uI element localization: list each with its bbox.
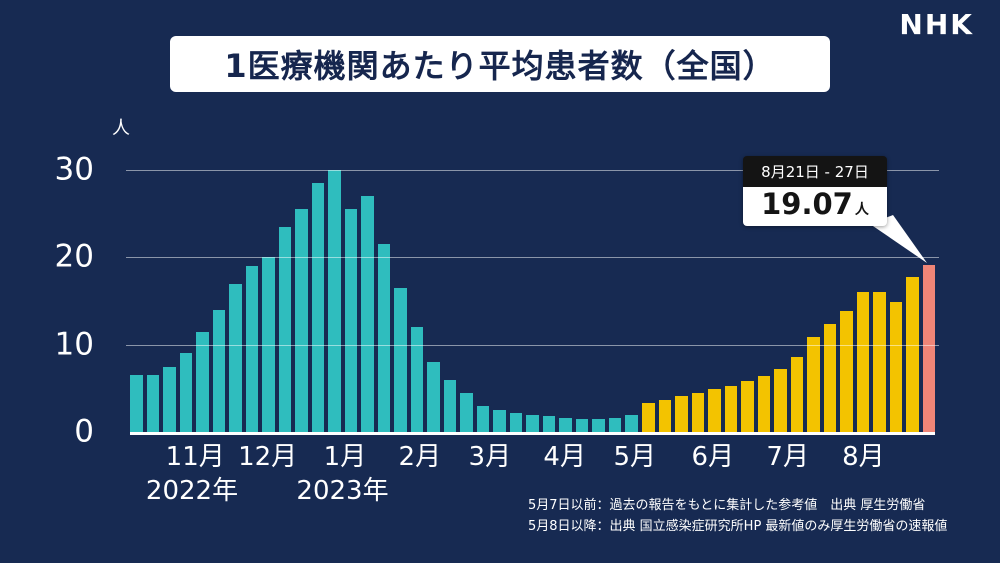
bar [608, 418, 622, 432]
x-tick-month: 2月 [398, 442, 442, 472]
page-title: 1医療機関あたり平均患者数（全国） [224, 47, 776, 85]
bar [311, 183, 325, 432]
bar [625, 415, 638, 432]
bar [410, 327, 424, 432]
bar [509, 412, 523, 432]
bar [906, 276, 919, 432]
bar [823, 323, 837, 432]
bar [840, 310, 853, 432]
bar [542, 416, 556, 432]
bar [922, 265, 936, 432]
nhk-logo: NHK [899, 8, 974, 41]
x-tick-year: 2022年 [145, 476, 239, 506]
callout-value: 19.07 [761, 187, 853, 221]
bar [328, 170, 341, 432]
bar [361, 196, 374, 432]
gridline [126, 257, 939, 259]
bar [641, 403, 655, 432]
bar [741, 381, 754, 432]
bar [146, 375, 160, 432]
bar [212, 309, 226, 432]
bar [344, 209, 358, 432]
x-axis-years: 2022年 2023年 [130, 477, 935, 509]
bar [196, 331, 209, 432]
x-tick-month: 4月 [543, 442, 586, 472]
x-tick-month: 7月 [766, 442, 809, 472]
bar [179, 353, 193, 432]
bar [691, 392, 705, 432]
x-tick-month: 8月 [842, 442, 885, 472]
bar [394, 287, 407, 432]
bar [790, 356, 804, 432]
y-tick-label: 10 [54, 326, 94, 363]
bar [774, 369, 787, 432]
x-tick-year: 2023年 [296, 476, 389, 506]
bar [807, 336, 820, 432]
callout-date-range: 8月21日 - 27日 [743, 156, 887, 187]
plot-area [126, 170, 939, 435]
y-tick-label: 30 [54, 151, 94, 188]
x-tick-month: 5月 [613, 442, 657, 472]
footnote-line-1: 5月7日以前：過去の報告をもとに集計した参考値 出典 厚生労働省 [528, 498, 926, 513]
bar [245, 266, 259, 432]
bar [476, 405, 490, 432]
x-tick-month: 6月 [691, 442, 735, 472]
gridline [126, 344, 939, 346]
bar [724, 385, 738, 432]
bar [460, 392, 473, 432]
bar [873, 292, 886, 432]
bar [130, 375, 143, 432]
bar [675, 396, 688, 432]
bar [889, 301, 903, 432]
latest-value-callout: 8月21日 - 27日 19.07 人 [743, 156, 887, 226]
y-tick-label: 0 [74, 413, 94, 450]
footnotes: 5月7日以前：過去の報告をもとに集計した参考値 出典 厚生労働省 5月8日以降：… [528, 496, 947, 538]
callout-value-box: 19.07 人 [743, 187, 887, 226]
bar [443, 379, 457, 432]
gridline [126, 170, 939, 171]
y-tick-label: 20 [54, 238, 94, 275]
bar [757, 376, 771, 432]
bar [856, 292, 870, 432]
bar [493, 410, 506, 432]
y-axis: 30 20 10 0 [28, 154, 94, 447]
bar [295, 209, 308, 432]
bar [658, 399, 672, 432]
bar [526, 414, 539, 432]
footnote-line-2: 5月8日以降：出典 国立感染症研究所HP 最新値のみ厚生労働省の速報値 [528, 518, 948, 534]
title-banner: 1医療機関あたり平均患者数（全国） [170, 36, 830, 92]
x-tick-month: 11月 [165, 442, 225, 472]
bar [559, 418, 572, 432]
x-tick-month: 3月 [468, 442, 512, 472]
bar [278, 226, 292, 432]
bar [427, 362, 440, 432]
bar [592, 418, 605, 432]
x-tick-month: 1月 [323, 442, 367, 472]
callout-unit: 人 [854, 202, 869, 218]
y-axis-unit-label: 人 [112, 118, 130, 139]
bar [575, 418, 589, 432]
bar [229, 283, 242, 432]
bar [708, 389, 721, 432]
bar [377, 244, 391, 432]
x-axis-months: 11月 12月 1月 2月 3月 4月 5月 6月 7月 8月 [130, 443, 935, 475]
bar [163, 366, 176, 432]
x-tick-month: 12月 [238, 442, 298, 472]
